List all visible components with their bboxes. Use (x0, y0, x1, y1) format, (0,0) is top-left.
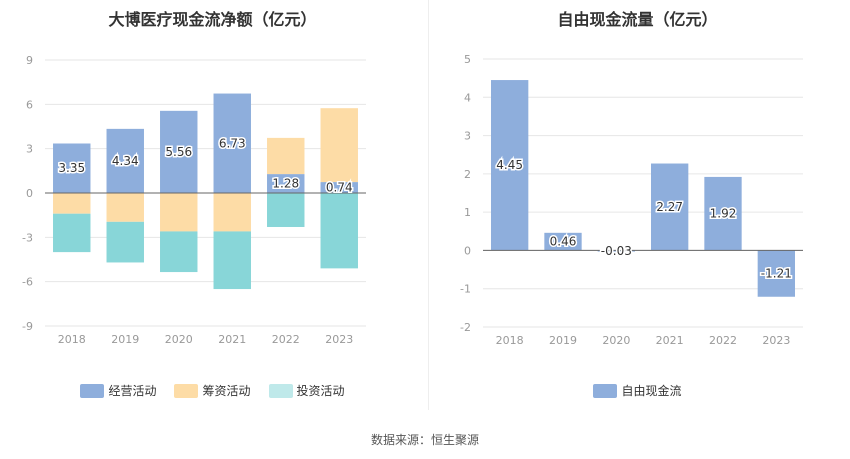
legend-swatch-operating (80, 383, 105, 398)
left-chart-y-tick-label: -6 (22, 276, 33, 289)
right-chart-y-tick-label: 4 (464, 91, 471, 104)
right-chart-bar-1 (597, 250, 635, 252)
left-chart-x-tick-label: 2021 (218, 333, 246, 346)
legend-label-free-cash-flow: 自由现金流 (621, 384, 682, 398)
right-chart-y-tick-label: -1 (460, 283, 471, 296)
right-chart-bar-1 (544, 232, 582, 251)
legend-swatch-free-cash-flow (593, 383, 618, 398)
left-chart-y-tick-label: 0 (26, 187, 33, 200)
left-chart-bar-2 (267, 137, 305, 175)
left-chart-y-tick-label: 3 (26, 143, 33, 156)
left-chart-bar-3 (213, 231, 251, 290)
right-chart-title: 自由现金流量（亿元） (557, 10, 718, 29)
left-chart-bar-1 (160, 110, 198, 193)
legend-item-free-cash-flow[interactable]: 自由现金流 (593, 382, 682, 399)
left-chart-plot: 9 6 3 0 -3 -6 -9 2018 2019 2020 2021 2022 2023 3.35 4.… (22, 54, 366, 346)
left-chart-bar-3 (106, 221, 144, 263)
right-chart-bar-1 (651, 163, 689, 251)
right-chart-legend: 自由现金流 (425, 382, 850, 399)
right-chart-plot: 5 4 3 2 1 0 -1 -2 2018 2019 2020 2021 2022 2023 4.45 0.… (460, 53, 803, 347)
left-chart-bar-1 (106, 128, 144, 193)
left-chart-data-label: 5.56 (165, 145, 192, 159)
legend-item-financing[interactable]: 筹资活动 (174, 382, 251, 399)
right-chart-y-tick-label: 2 (464, 168, 471, 181)
right-chart-data-label: 2.27 (656, 200, 683, 214)
left-chart-bar-1 (320, 182, 358, 193)
left-chart-data-label: 1.28 (272, 177, 299, 191)
right-chart-x-tick-label: 2023 (762, 334, 790, 347)
right-chart-data-label: 1.92 (710, 207, 737, 221)
left-chart-title: 大博医疗现金流净额（亿元） (108, 10, 317, 29)
right-chart-x-tick-label: 2020 (602, 334, 630, 347)
right-chart-panel: 自由现金流量（亿元） 5 4 3 2 1 0 -1 -2 2018 2019 2020 2021 202… (425, 0, 850, 410)
left-chart-bar-3 (320, 193, 358, 269)
left-chart-y-tick-label: 6 (26, 98, 33, 111)
left-chart-y-tick-label: 9 (26, 54, 33, 67)
left-chart-y-tick-label: -3 (22, 231, 33, 244)
legend-label-investing: 投资活动 (296, 384, 345, 398)
right-chart-data-label: -0.03 (601, 244, 632, 258)
left-chart-bar-3 (160, 231, 198, 273)
right-chart-x-tick-label: 2021 (656, 334, 684, 347)
left-chart-bar-2 (320, 108, 358, 183)
right-chart-bar-1 (757, 250, 795, 297)
right-chart-data-label: 4.45 (496, 158, 523, 172)
left-chart-bar-2 (213, 193, 251, 232)
right-chart-data-label: 0.46 (550, 235, 577, 249)
left-chart-bar-2 (160, 193, 198, 232)
data-source-label: 数据来源：恒生聚源 (370, 433, 479, 447)
left-chart-x-tick-label: 2018 (58, 333, 86, 346)
left-chart-data-label: 3.35 (58, 161, 85, 175)
right-chart-y-tick-label: 5 (464, 53, 471, 66)
right-chart-bar-1 (704, 176, 742, 251)
legend-swatch-financing (174, 383, 199, 398)
left-chart-bar-2 (106, 193, 144, 222)
left-chart-bar-1 (53, 143, 91, 193)
legend-item-operating[interactable]: 经营活动 (80, 382, 156, 399)
right-chart-x-tick-label: 2022 (709, 334, 737, 347)
right-chart-y-tick-label: 1 (464, 206, 471, 219)
right-chart-bar-1 (491, 80, 529, 251)
left-chart-legend: 经营活动 筹资活动 投资活动 (0, 382, 425, 399)
legend-label-financing: 筹资活动 (202, 384, 251, 398)
left-chart-data-label: 6.73 (219, 136, 246, 150)
legend-item-investing[interactable]: 投资活动 (268, 382, 345, 399)
left-chart-bar-3 (53, 213, 91, 253)
left-chart-y-tick-label: -9 (22, 320, 33, 333)
right-chart-x-tick-label: 2019 (549, 334, 577, 347)
right-chart-y-tick-label: -2 (460, 321, 471, 334)
left-chart-x-tick-label: 2019 (111, 333, 139, 346)
right-chart-y-tick-label: 0 (464, 244, 471, 257)
left-chart-bar-1 (213, 93, 251, 193)
left-chart-bar-1 (267, 174, 305, 193)
right-chart-data-label: -1.21 (761, 267, 792, 281)
left-chart-panel: 大博医疗现金流净额（亿元） 9 6 3 0 -3 -6 -9 2018 2019 2020 2021… (0, 0, 425, 410)
left-chart-data-label: 4.34 (112, 154, 139, 168)
legend-swatch-investing (268, 383, 293, 398)
legend-label-operating: 经营活动 (108, 384, 157, 398)
left-chart-x-tick-label: 2023 (325, 333, 353, 346)
right-chart-y-tick-label: 3 (464, 130, 471, 143)
left-chart-bar-2 (53, 193, 91, 214)
left-chart-x-tick-label: 2022 (272, 333, 300, 346)
left-chart-bar-3 (267, 193, 305, 227)
panel-divider (428, 0, 429, 410)
left-chart-x-tick-label: 2020 (165, 333, 193, 346)
left-chart-data-label: 0.74 (326, 181, 353, 195)
right-chart-x-tick-label: 2018 (496, 334, 524, 347)
